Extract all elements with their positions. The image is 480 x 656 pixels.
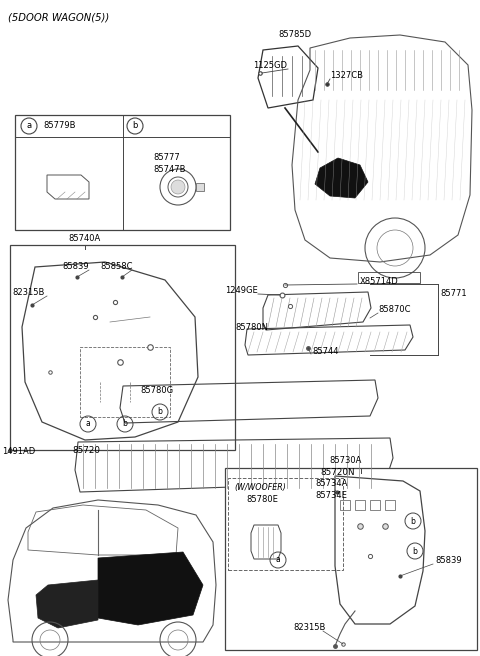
Text: b: b <box>413 546 418 556</box>
Text: b: b <box>157 407 162 417</box>
Text: a: a <box>85 419 90 428</box>
Text: 85771: 85771 <box>440 289 467 298</box>
Bar <box>355 500 365 510</box>
Text: 85839: 85839 <box>62 262 89 271</box>
Text: X85714D: X85714D <box>360 277 399 286</box>
Text: 85785D: 85785D <box>278 30 312 39</box>
Text: b: b <box>132 121 138 131</box>
Text: (W/WOOFER): (W/WOOFER) <box>234 483 286 492</box>
Text: 85734E: 85734E <box>315 491 347 500</box>
Text: 85839: 85839 <box>435 556 462 565</box>
Text: 1491AD: 1491AD <box>2 447 35 456</box>
Bar <box>15 115 230 230</box>
Bar <box>228 478 343 570</box>
Bar <box>80 347 170 417</box>
Text: a: a <box>26 121 32 131</box>
Text: 1327CB: 1327CB <box>330 71 363 80</box>
Text: 85780E: 85780E <box>246 495 278 504</box>
Text: 85780N: 85780N <box>235 323 268 332</box>
Text: 1249GE: 1249GE <box>225 286 258 295</box>
Bar <box>340 500 350 510</box>
Text: b: b <box>122 419 127 428</box>
Bar <box>225 468 477 650</box>
Text: 85870C: 85870C <box>378 305 410 314</box>
Text: 85730A: 85730A <box>330 456 362 465</box>
Text: 85777: 85777 <box>153 153 180 162</box>
Polygon shape <box>98 552 203 625</box>
Text: 85720: 85720 <box>72 446 100 455</box>
Text: 82315B: 82315B <box>12 288 44 297</box>
Text: a: a <box>276 556 280 565</box>
Bar <box>196 183 204 191</box>
Polygon shape <box>36 580 98 628</box>
Text: 82315B: 82315B <box>293 623 325 632</box>
Text: 85734A: 85734A <box>315 479 348 488</box>
Polygon shape <box>315 158 368 198</box>
Bar <box>385 500 395 510</box>
Text: 85780G: 85780G <box>140 386 173 395</box>
Text: 85744: 85744 <box>312 347 338 356</box>
Text: b: b <box>410 516 415 525</box>
Text: (5DOOR WAGON(5)): (5DOOR WAGON(5)) <box>8 12 109 22</box>
Bar <box>370 500 380 510</box>
Text: 85747B: 85747B <box>153 165 185 174</box>
Circle shape <box>171 180 185 194</box>
Text: 85858C: 85858C <box>100 262 132 271</box>
Text: 85740A: 85740A <box>68 234 100 243</box>
Bar <box>358 272 420 283</box>
Text: 1125GD: 1125GD <box>253 61 287 70</box>
Text: 85720N: 85720N <box>320 468 355 477</box>
Text: 85779B: 85779B <box>43 121 75 131</box>
Bar <box>10 245 235 450</box>
